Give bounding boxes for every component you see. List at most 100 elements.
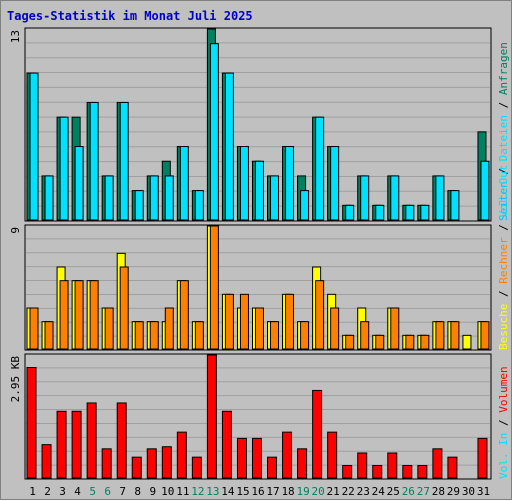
bar-dateien-day-20 bbox=[315, 116, 325, 221]
x-tick-label-13: 13 bbox=[206, 485, 219, 498]
x-tick-label-1: 1 bbox=[29, 485, 36, 498]
bar-rechner-day-6 bbox=[104, 307, 114, 350]
bar-volumen-day-27 bbox=[417, 464, 428, 479]
bar-dateien-day-29 bbox=[450, 190, 460, 221]
bar-dateien-day-25 bbox=[390, 175, 400, 221]
x-tick-label-11: 11 bbox=[176, 485, 189, 498]
bar-rechner-day-13 bbox=[209, 225, 219, 350]
bar-dateien-day-2 bbox=[44, 175, 54, 221]
bar-rechner-day-4 bbox=[74, 280, 84, 350]
bar-dateien-day-16 bbox=[254, 160, 264, 221]
x-tick-label-2: 2 bbox=[44, 485, 51, 498]
legend-separator: / bbox=[497, 218, 510, 238]
bar-rechner-day-17 bbox=[270, 321, 280, 350]
bar-volumen-day-29 bbox=[447, 456, 458, 479]
x-tick-label-28: 28 bbox=[432, 485, 445, 498]
bar-rechner-day-22 bbox=[345, 334, 355, 350]
chart-title: Tages-Statistik im Monat Juli 2025 bbox=[7, 9, 253, 23]
bar-dateien-day-31 bbox=[480, 160, 490, 221]
right-legend-2: Besuche / Rechner / Vol. Out bbox=[497, 165, 510, 350]
x-tick-label-18: 18 bbox=[281, 485, 294, 498]
bar-dateien-day-24 bbox=[375, 204, 385, 221]
right-legend-3: Vol. In / Volumen bbox=[497, 366, 510, 479]
legend-dateien: Dateien bbox=[497, 115, 510, 161]
bar-volumen-day-20 bbox=[312, 389, 323, 479]
bar-volumen-day-8 bbox=[131, 456, 142, 479]
bar-volumen-day-22 bbox=[342, 464, 353, 479]
bar-rechner-day-14 bbox=[224, 293, 234, 350]
bar-volumen-day-1 bbox=[26, 367, 37, 479]
bar-volumen-day-5 bbox=[86, 402, 97, 479]
bar-dateien-day-9 bbox=[149, 175, 159, 221]
bar-dateien-day-11 bbox=[179, 146, 189, 221]
y-tick-label-1: 13 bbox=[9, 30, 22, 43]
bar-volumen-day-28 bbox=[432, 448, 443, 479]
bar-rechner-day-21 bbox=[330, 307, 340, 350]
x-tick-label-23: 23 bbox=[357, 485, 370, 498]
bar-rechner-day-8 bbox=[134, 321, 144, 350]
x-tick-label-20: 20 bbox=[312, 485, 325, 498]
bar-volumen-day-19 bbox=[297, 448, 308, 479]
x-tick-label-19: 19 bbox=[296, 485, 309, 498]
legend-besuche: Besuche bbox=[497, 304, 510, 350]
bar-dateien-day-28 bbox=[435, 175, 445, 221]
bar-dateien-day-8 bbox=[134, 190, 144, 221]
x-tick-label-31: 31 bbox=[477, 485, 490, 498]
bar-dateien-day-3 bbox=[59, 116, 69, 221]
bar-dateien-day-1 bbox=[29, 72, 39, 221]
x-tick-label-7: 7 bbox=[119, 485, 126, 498]
x-tick-label-3: 3 bbox=[59, 485, 66, 498]
bar-volumen-day-13 bbox=[206, 354, 217, 479]
legend-separator: / bbox=[497, 95, 510, 115]
bar-dateien-day-12 bbox=[194, 190, 204, 221]
bar-rechner-day-16 bbox=[254, 307, 264, 350]
x-tick-label-24: 24 bbox=[372, 485, 386, 498]
legend-volumen: Volumen bbox=[497, 366, 510, 412]
x-tick-label-16: 16 bbox=[251, 485, 264, 498]
bar-rechner-day-27 bbox=[420, 334, 430, 350]
bar-volumen-day-26 bbox=[402, 464, 413, 479]
bar-dateien-day-6 bbox=[104, 175, 114, 221]
bar-dateien-day-4 bbox=[74, 146, 84, 221]
bar-volumen-day-31 bbox=[477, 437, 488, 479]
legend-seiten: Seiten bbox=[497, 181, 510, 221]
bar-rechner-day-18 bbox=[285, 293, 295, 350]
bar-dateien-day-14 bbox=[224, 72, 234, 221]
bar-rechner-day-3 bbox=[59, 280, 69, 350]
x-tick-label-5: 5 bbox=[89, 485, 96, 498]
bar-volumen-day-4 bbox=[71, 410, 82, 479]
legend-separator: / bbox=[497, 284, 510, 304]
bar-rechner-day-26 bbox=[405, 334, 415, 350]
bar-rechner-day-11 bbox=[179, 280, 189, 350]
bar-dateien-day-15 bbox=[239, 146, 249, 221]
bar-dateien-day-13 bbox=[209, 43, 219, 221]
bar-rechner-day-1 bbox=[29, 307, 39, 350]
bar-volumen-day-14 bbox=[221, 410, 232, 479]
bar-rechner-day-24 bbox=[375, 334, 385, 350]
bar-besuche-day-30 bbox=[462, 334, 472, 350]
bar-volumen-day-3 bbox=[56, 410, 67, 479]
bar-volumen-day-2 bbox=[41, 444, 52, 479]
bar-volumen-day-11 bbox=[176, 431, 187, 479]
y-tick-label-2: 9 bbox=[9, 227, 22, 234]
bar-rechner-day-29 bbox=[450, 321, 460, 350]
x-tick-label-4: 4 bbox=[74, 485, 81, 498]
right-legend-1: Seiten / Dateien / Anfragen bbox=[497, 42, 510, 221]
bar-rechner-day-28 bbox=[435, 321, 445, 350]
x-tick-label-12: 12 bbox=[191, 485, 204, 498]
bar-rechner-day-5 bbox=[89, 280, 99, 350]
bar-volumen-day-17 bbox=[267, 456, 278, 479]
x-tick-label-9: 9 bbox=[149, 485, 156, 498]
bar-dateien-day-27 bbox=[420, 204, 430, 221]
bar-dateien-day-18 bbox=[285, 146, 295, 221]
x-tick-label-25: 25 bbox=[387, 485, 400, 498]
legend-volin: Vol. In bbox=[497, 433, 510, 479]
x-tick-label-10: 10 bbox=[161, 485, 174, 498]
x-tick-label-15: 15 bbox=[236, 485, 249, 498]
bar-volumen-day-16 bbox=[251, 437, 262, 479]
x-tick-label-22: 22 bbox=[342, 485, 355, 498]
bar-volumen-day-10 bbox=[161, 446, 172, 479]
bar-rechner-day-10 bbox=[164, 307, 174, 350]
bar-volumen-day-15 bbox=[236, 437, 247, 479]
